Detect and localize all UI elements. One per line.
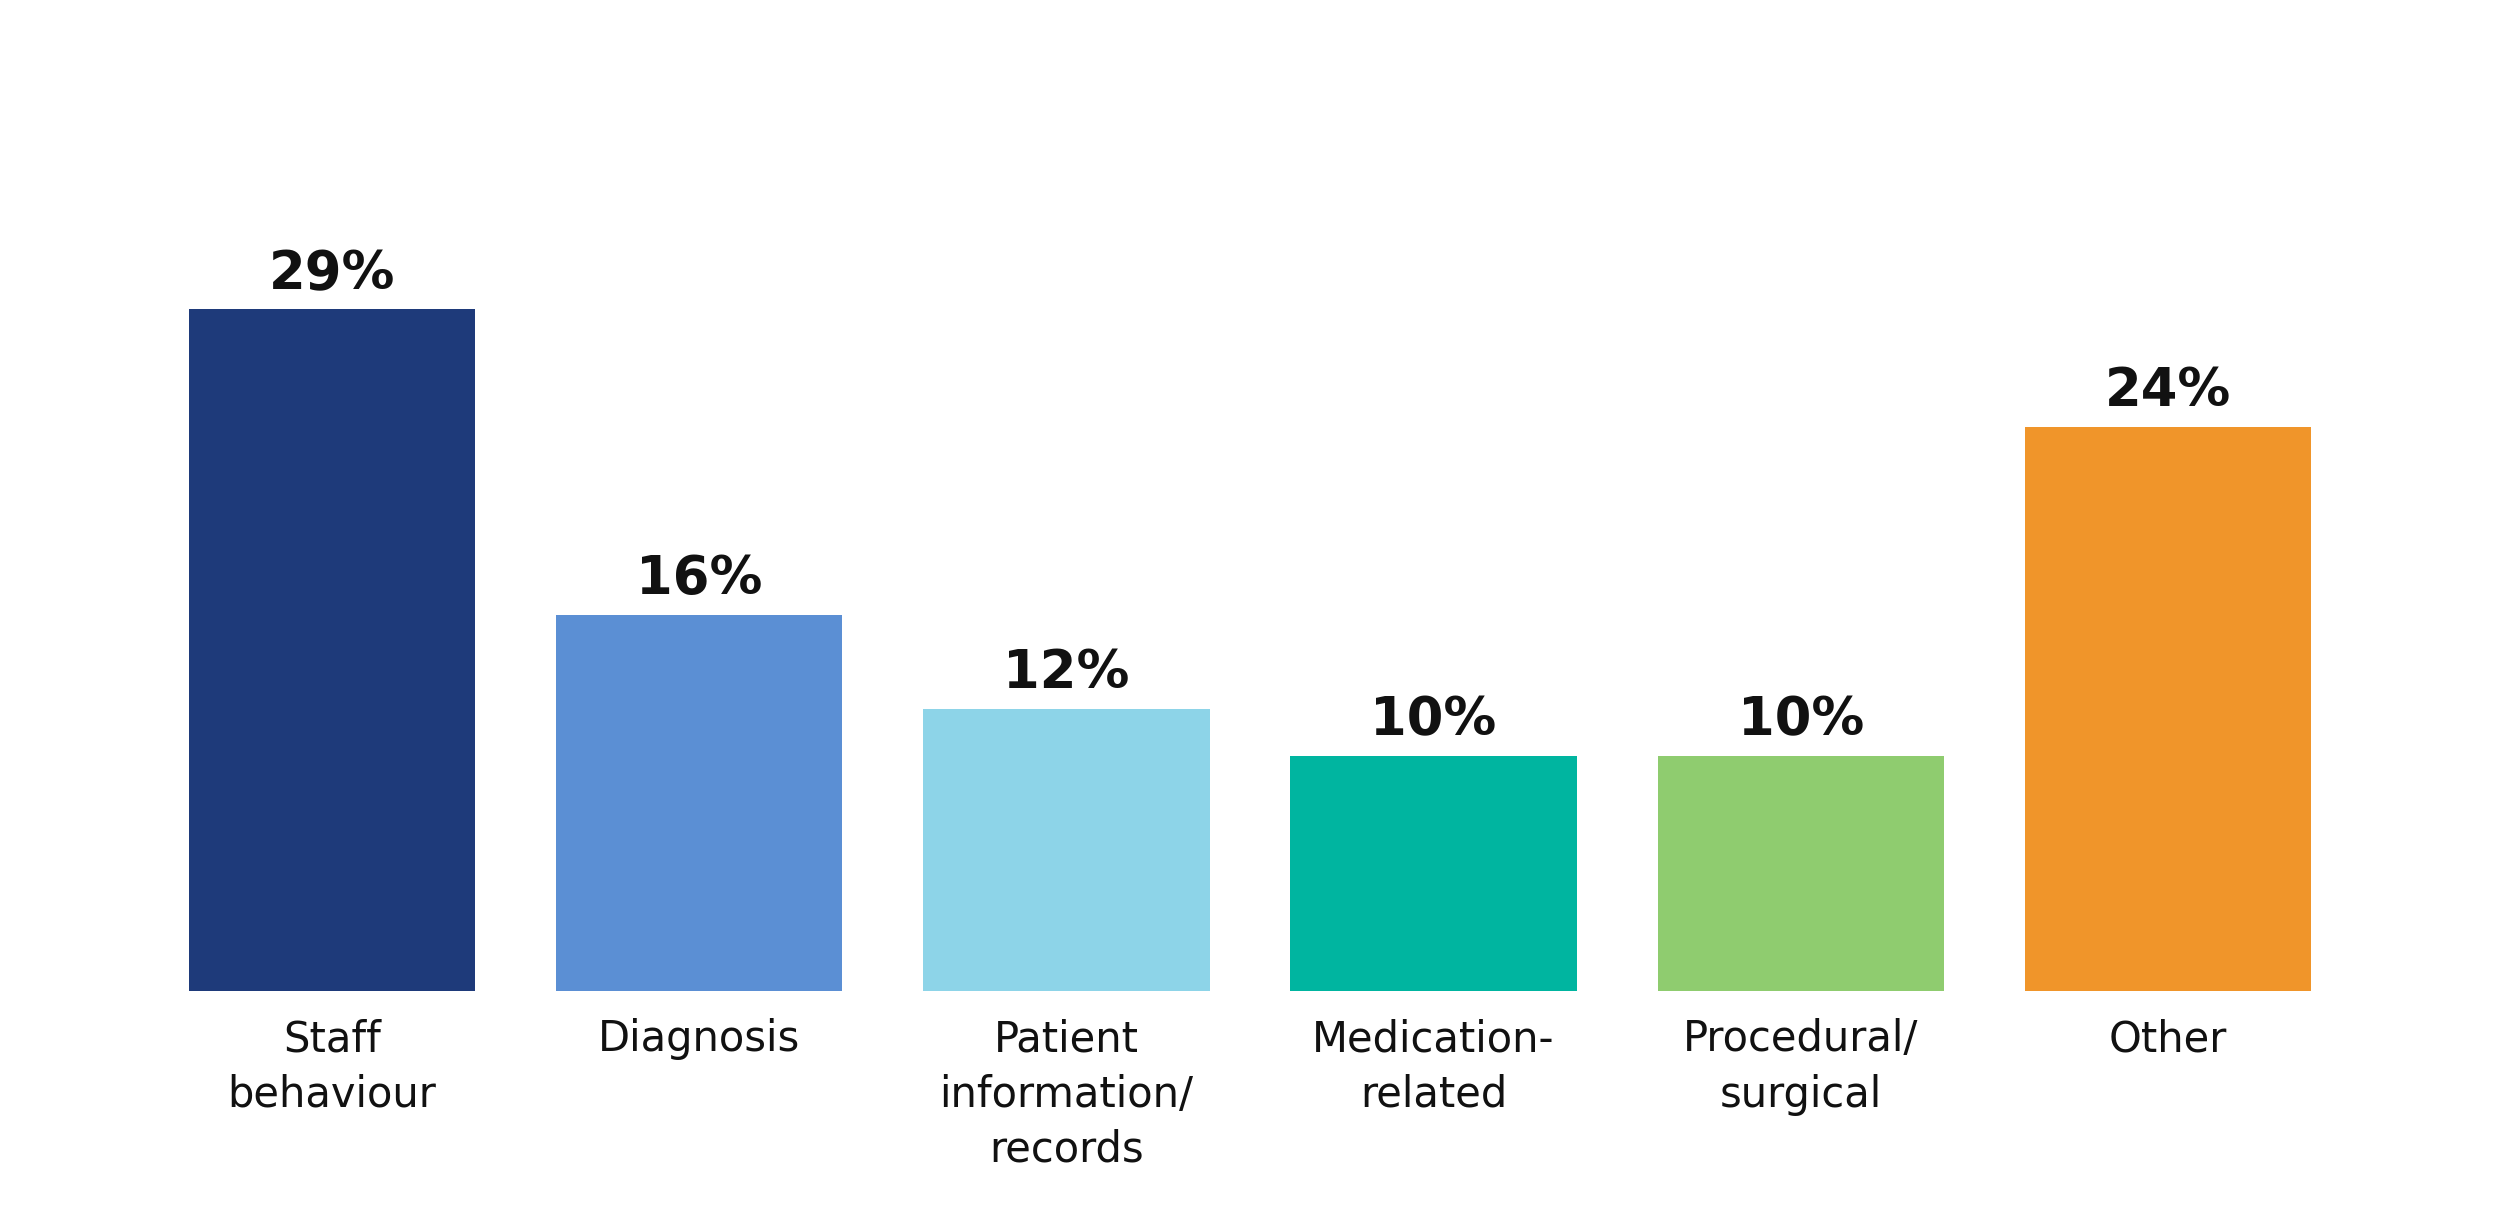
Bar	[1658, 756, 1945, 991]
Text: 29%: 29%	[270, 248, 395, 300]
Text: 10%: 10%	[1370, 695, 1497, 747]
Text: 10%: 10%	[1737, 695, 1865, 747]
Bar	[922, 709, 1210, 991]
Text: 16%: 16%	[635, 553, 762, 605]
Bar	[190, 309, 475, 991]
Bar	[555, 615, 842, 991]
Text: 12%: 12%	[1003, 647, 1130, 699]
Bar	[2025, 426, 2310, 991]
Bar	[1290, 756, 1578, 991]
Text: 24%: 24%	[2105, 366, 2230, 418]
